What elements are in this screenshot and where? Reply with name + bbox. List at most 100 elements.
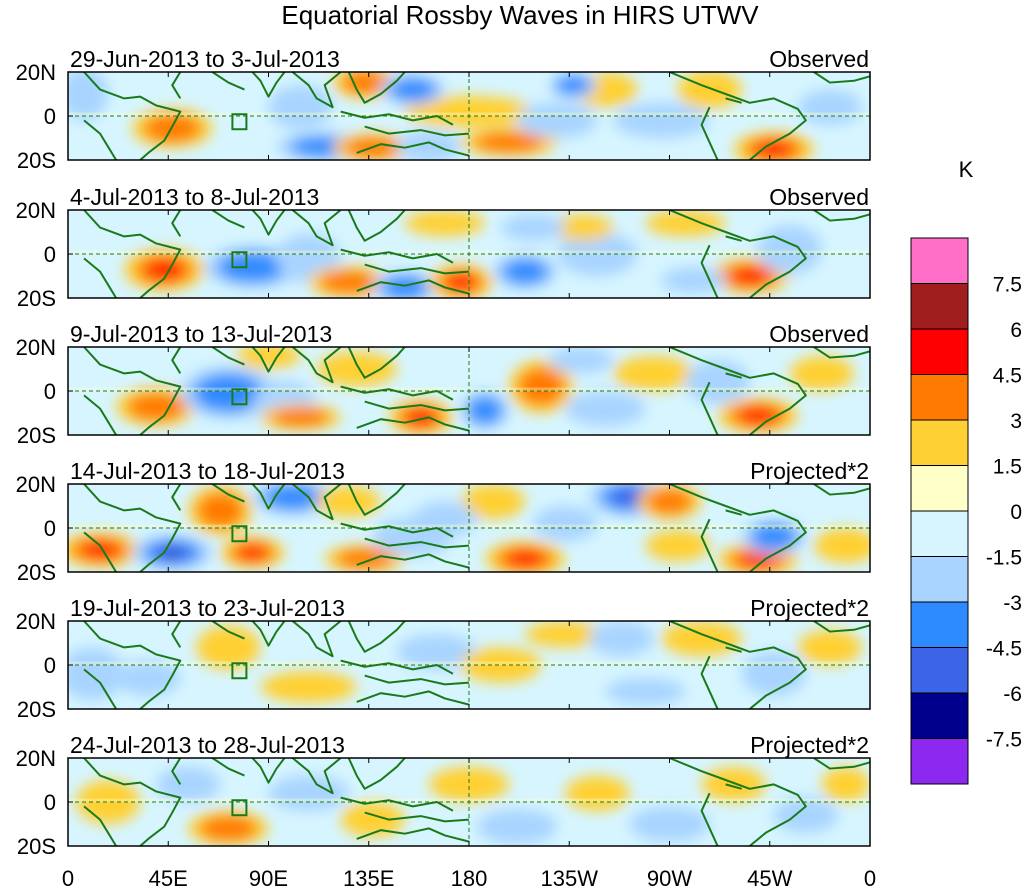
longitude-label: 135W xyxy=(541,866,599,890)
warm-anomaly xyxy=(316,485,381,518)
coastlines xyxy=(83,72,870,160)
warm-anomaly xyxy=(127,392,186,421)
colorbar-label: -7.5 xyxy=(986,729,1022,752)
colorbar-swatch xyxy=(910,738,969,785)
cool-anomaly xyxy=(533,505,598,542)
warm-anomaly xyxy=(271,407,330,427)
colorbar-swatch xyxy=(910,374,969,421)
cool-anomaly xyxy=(501,214,566,241)
latitude-label: 0 xyxy=(44,516,56,541)
warm-anomaly xyxy=(319,270,378,294)
cool-anomaly xyxy=(613,102,710,138)
colorbar-swatch xyxy=(910,237,969,284)
colorbar-label: -4.5 xyxy=(986,638,1022,661)
colorbar: K 7.5 6 4.5 3 1.5 0 -1.5 -3 -4.5 -6 -7.5 xyxy=(910,157,1022,785)
coastlines xyxy=(83,210,870,298)
panel-type-label: Observed xyxy=(769,321,869,347)
cool-anomaly xyxy=(389,78,436,102)
colorbar-label: 4.5 xyxy=(993,365,1022,388)
latitude-label: 20S xyxy=(17,697,56,722)
panel-date-range: 14-Jul-2013 to 18-Jul-2013 xyxy=(70,458,345,484)
cool-anomaly xyxy=(797,89,862,125)
warm-anomaly xyxy=(821,766,870,803)
longitude-label: 45E xyxy=(149,866,188,890)
colorbar-label: -1.5 xyxy=(986,547,1022,570)
latitude-label: 20S xyxy=(17,834,56,859)
longitude-label: 0 xyxy=(864,866,876,890)
cool-anomaly xyxy=(68,647,125,701)
colorbar-label: 7.5 xyxy=(993,274,1022,297)
panel-date-range: 19-Jul-2013 to 23-Jul-2013 xyxy=(70,595,345,621)
colorbar-label: -3 xyxy=(1003,592,1022,615)
latitude-label: 0 xyxy=(44,379,56,404)
cool-anomaly xyxy=(268,85,333,130)
warm-anomaly xyxy=(340,802,405,838)
latitude-label: 0 xyxy=(44,790,56,815)
cool-anomaly xyxy=(217,251,288,283)
warm-anomaly xyxy=(196,625,261,670)
warm-anomaly xyxy=(613,355,694,391)
warm-anomaly xyxy=(645,210,726,237)
warm-anomaly xyxy=(677,72,742,109)
cool-anomaly xyxy=(396,634,478,670)
warm-anomaly xyxy=(238,545,267,560)
latitude-label: 20S xyxy=(17,423,56,448)
colorbar-label: -6 xyxy=(1003,683,1022,706)
cool-anomaly xyxy=(549,347,614,374)
colorbar-swatch xyxy=(910,601,969,648)
latitude-label: 20N xyxy=(16,198,56,223)
latitude-label: 20N xyxy=(16,472,56,497)
longitude-label: 0 xyxy=(62,866,74,890)
warm-anomaly xyxy=(813,528,870,564)
cool-anomaly xyxy=(381,276,428,298)
anomaly-field xyxy=(68,484,870,572)
anomaly-field xyxy=(68,621,870,709)
map-panel: 20N 0 20S 4-Jul-2013 to 8-Jul-2013 Observed xyxy=(16,184,871,311)
warm-anomaly xyxy=(404,210,486,237)
cool-anomaly xyxy=(517,102,598,138)
latitude-label: 20N xyxy=(16,335,56,360)
reference-box xyxy=(231,388,248,406)
map-panel: 20N 0 20S 9-Jul-2013 to 13-Jul-2013 Observed xyxy=(16,321,871,448)
warm-anomaly xyxy=(646,488,693,515)
colorbar-label: 6 xyxy=(1010,319,1022,342)
warm-anomaly xyxy=(428,766,510,803)
warm-anomaly xyxy=(335,548,394,569)
warm-anomaly xyxy=(518,367,565,406)
cool-anomaly xyxy=(741,651,806,696)
map-panel: 20N 0 20S 24-Jul-2013 to 28-Jul-2013 Project… xyxy=(16,732,871,859)
warm-anomaly xyxy=(740,407,776,424)
warm-anomaly xyxy=(404,95,534,128)
coastlines xyxy=(83,347,870,435)
figure-title: Equatorial Rossby Waves in HIRS UTWV xyxy=(281,0,759,30)
panel-type-label: Observed xyxy=(769,184,869,210)
warm-anomaly xyxy=(661,621,742,657)
map-panel: 20N 0 20S 14-Jul-2013 to 18-Jul-2013 Project… xyxy=(16,458,871,585)
map-panel: 20N 0 20S 19-Jul-2013 to 23-Jul-2013 Project… xyxy=(16,595,871,722)
colorbar-unit: K xyxy=(959,157,974,182)
warm-anomaly xyxy=(789,355,854,391)
panel-date-range: 4-Jul-2013 to 8-Jul-2013 xyxy=(70,184,319,210)
panel-type-label: Projected*2 xyxy=(750,732,869,758)
longitude-label: 90W xyxy=(647,866,692,890)
latitude-label: 0 xyxy=(44,104,56,129)
reference-box xyxy=(231,799,248,817)
colorbar-swatch xyxy=(910,510,969,557)
longitude-axis: 0 45E 90E 135E 180 135W 90W 45W 0 xyxy=(62,866,876,890)
cool-anomaly xyxy=(557,232,638,276)
latitude-label: 20N xyxy=(16,609,56,634)
warm-anomaly xyxy=(740,552,776,567)
warm-anomaly xyxy=(316,351,397,387)
latitude-label: 0 xyxy=(44,242,56,267)
warm-anomaly xyxy=(507,551,543,567)
cool-anomaly xyxy=(757,224,822,275)
warm-anomaly xyxy=(460,484,526,520)
latitude-label: 0 xyxy=(44,653,56,678)
map-panel: 20N 0 20S 29-Jun-2013 to 3-Jul-2013 Observed xyxy=(16,46,871,173)
warm-anomaly xyxy=(197,492,244,529)
warm-anomaly xyxy=(446,274,476,290)
reference-box xyxy=(231,251,248,269)
cool-anomaly xyxy=(263,484,322,510)
cool-anomaly xyxy=(396,130,461,160)
